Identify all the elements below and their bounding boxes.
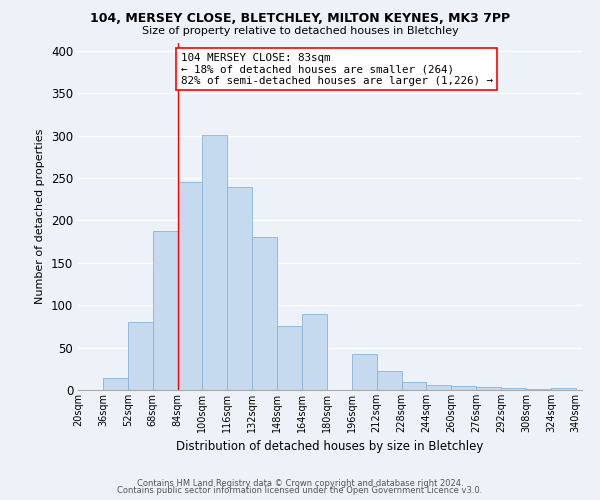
Bar [178, 182, 202, 390]
Bar [103, 378, 128, 390]
Bar [526, 389, 551, 390]
Y-axis label: Number of detached properties: Number of detached properties [35, 128, 46, 304]
Bar [551, 388, 576, 390]
Bar [427, 385, 451, 390]
Bar [202, 135, 227, 390]
Bar [476, 388, 501, 390]
Text: 104 MERSEY CLOSE: 83sqm
← 18% of detached houses are smaller (264)
82% of semi-d: 104 MERSEY CLOSE: 83sqm ← 18% of detache… [181, 52, 493, 86]
Text: Contains HM Land Registry data © Crown copyright and database right 2024.: Contains HM Land Registry data © Crown c… [137, 478, 463, 488]
Bar [401, 382, 427, 390]
Text: Contains public sector information licensed under the Open Government Licence v3: Contains public sector information licen… [118, 486, 482, 495]
Bar [152, 230, 178, 390]
Bar [352, 354, 377, 390]
Bar [501, 388, 526, 390]
Bar [128, 322, 152, 390]
X-axis label: Distribution of detached houses by size in Bletchley: Distribution of detached houses by size … [176, 440, 484, 454]
Bar [451, 386, 476, 390]
Bar [277, 326, 302, 390]
Bar [227, 188, 252, 390]
Bar [377, 372, 401, 390]
Text: 104, MERSEY CLOSE, BLETCHLEY, MILTON KEYNES, MK3 7PP: 104, MERSEY CLOSE, BLETCHLEY, MILTON KEY… [90, 12, 510, 26]
Bar [252, 236, 277, 390]
Bar [302, 314, 327, 390]
Text: Size of property relative to detached houses in Bletchley: Size of property relative to detached ho… [142, 26, 458, 36]
